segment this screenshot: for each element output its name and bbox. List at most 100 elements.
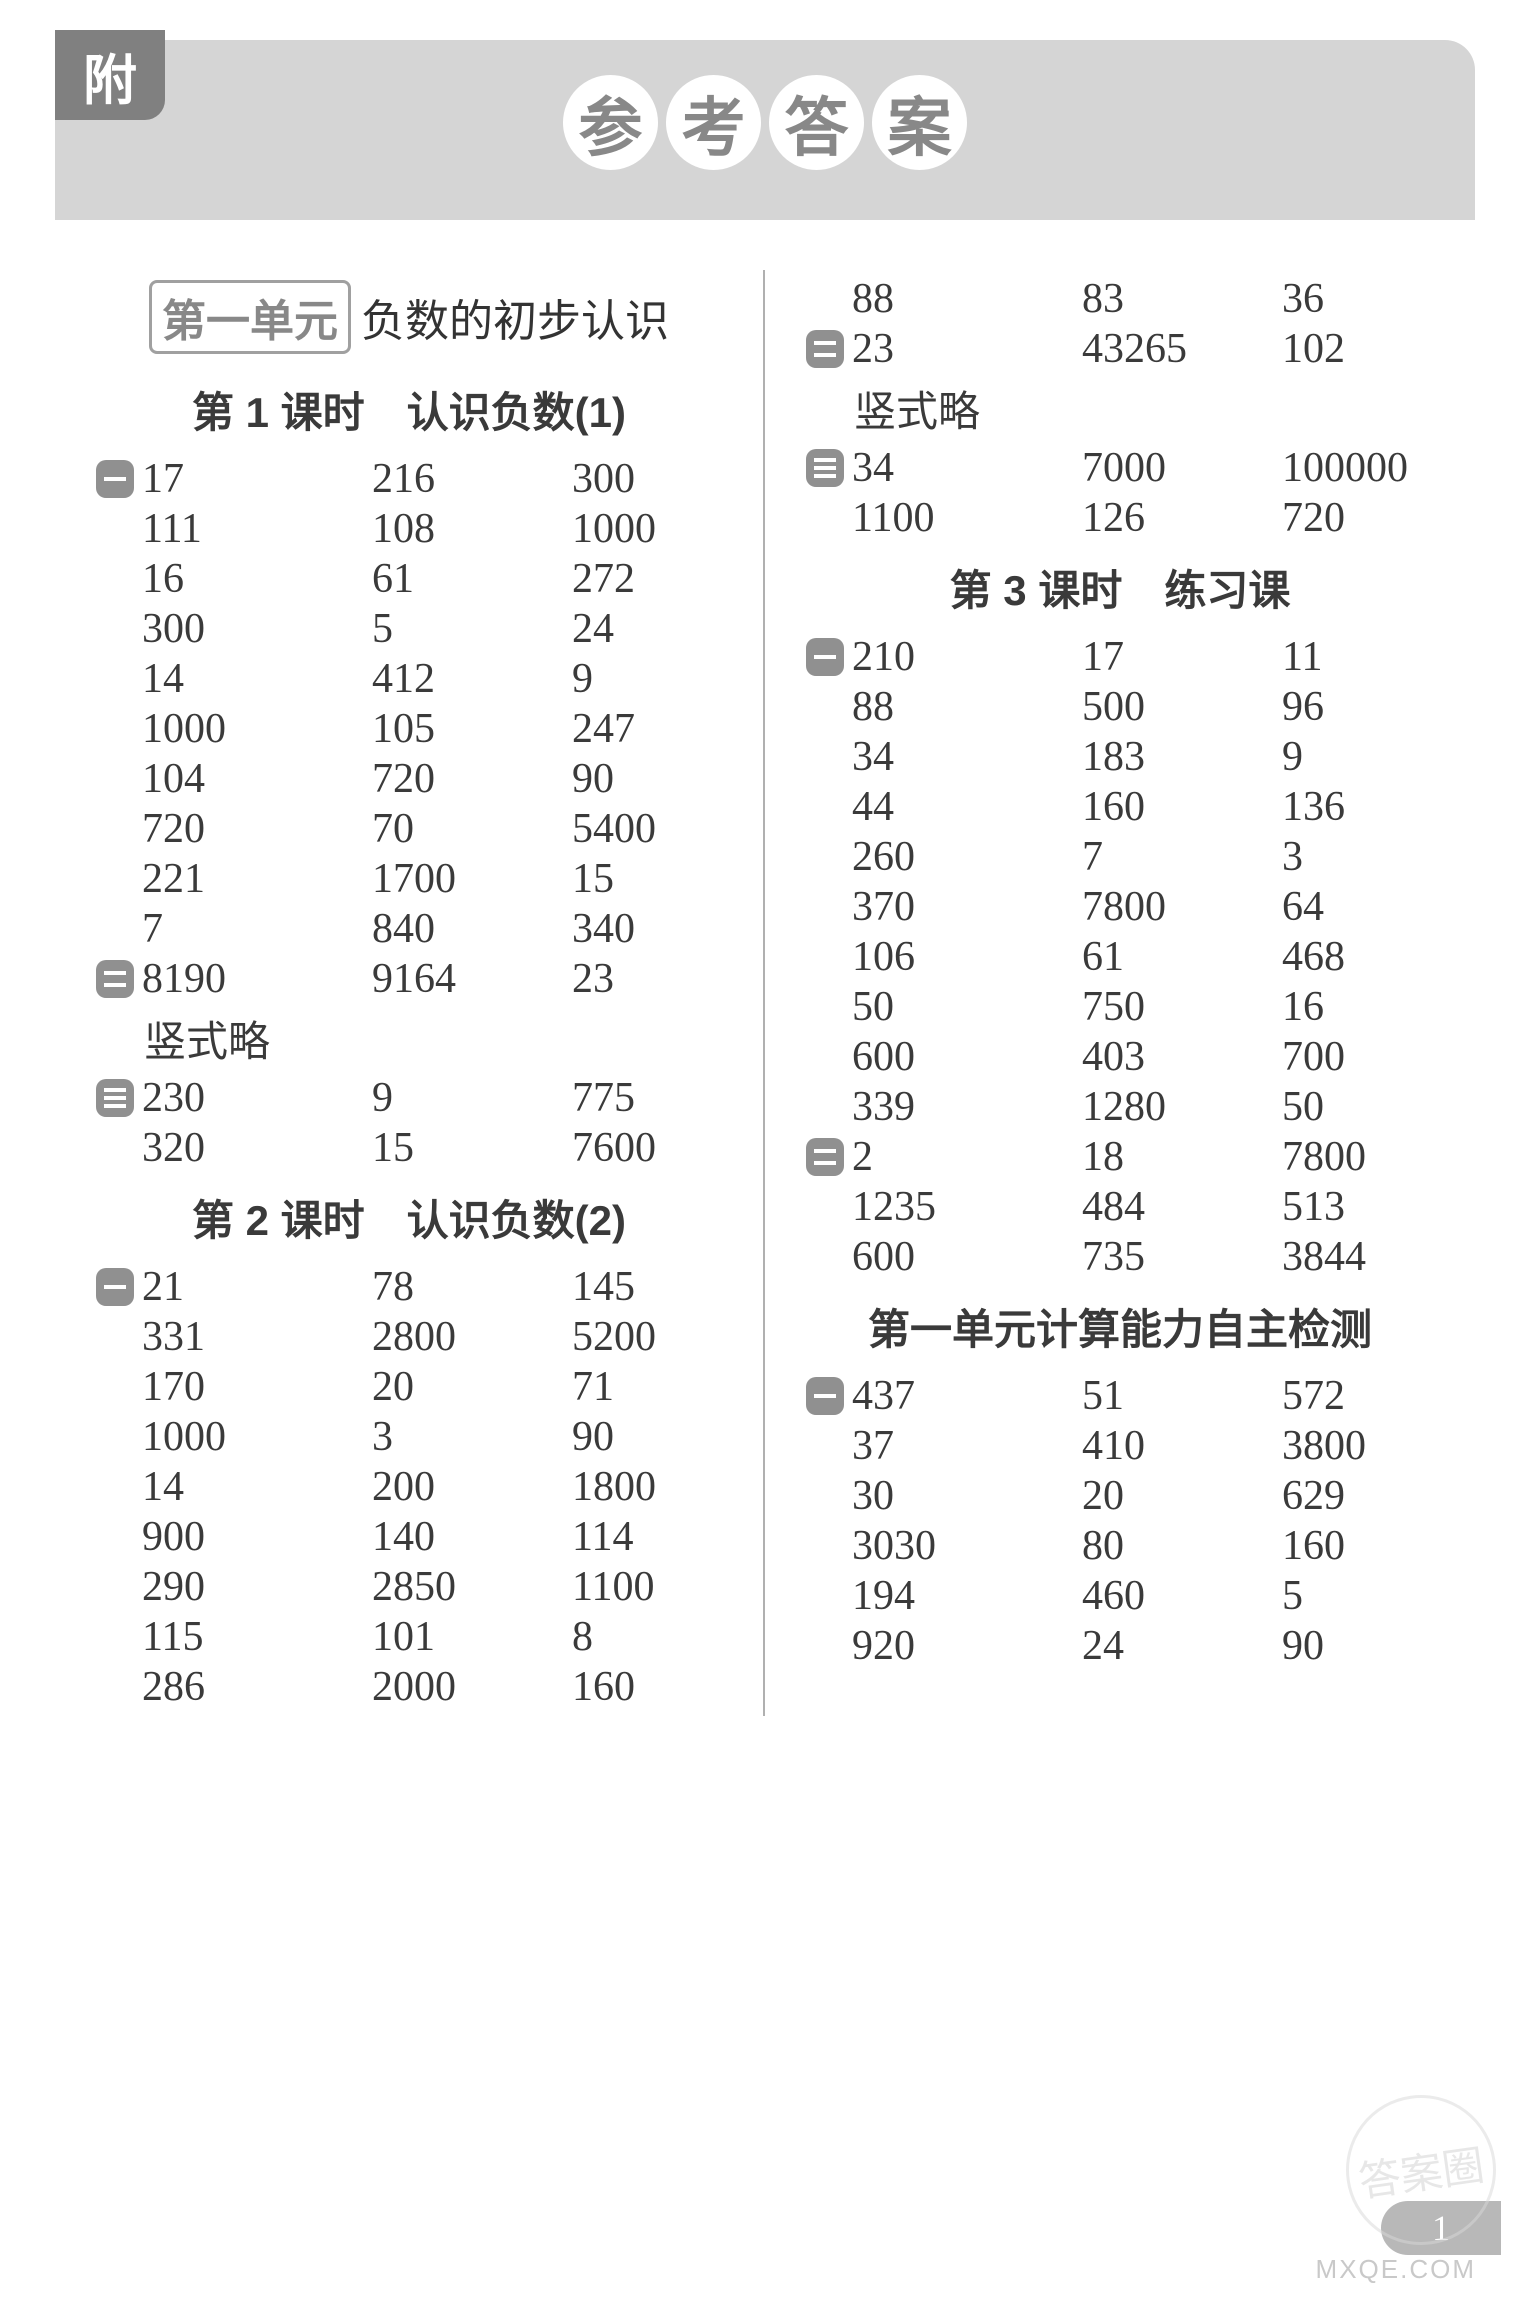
value-cell: 14 <box>142 658 372 700</box>
value-cell: 194 <box>852 1575 1082 1617</box>
value-cell: 101 <box>372 1616 572 1658</box>
content-area: 第一单元负数的初步认识第 1 课时 认识负数(1)172163001111081… <box>55 270 1475 1716</box>
value-cell: 9 <box>372 1077 572 1119</box>
value-cell: 16 <box>1282 986 1482 1028</box>
value-cell: 160 <box>572 1666 772 1708</box>
data-row: 900140114 <box>90 1516 728 1558</box>
value-cell: 437 <box>852 1375 1082 1417</box>
value-cell: 136 <box>1282 786 1482 828</box>
value-cell: 468 <box>1282 936 1482 978</box>
data-row: 33128005200 <box>90 1316 728 1358</box>
value-cell: 1800 <box>572 1466 772 1508</box>
value-cell: 5400 <box>572 808 772 850</box>
value-cell: 5 <box>1282 1575 1482 1617</box>
value-cell: 331 <box>142 1316 372 1358</box>
value-cell: 1280 <box>1082 1086 1282 1128</box>
data-row: 2178145 <box>90 1266 728 1308</box>
value-cell: 5 <box>372 608 572 650</box>
data-row: 44160136 <box>800 786 1440 828</box>
data-row: 10472090 <box>90 758 728 800</box>
data-row: 6007353844 <box>800 1236 1440 1278</box>
data-row: 17216300 <box>90 458 728 500</box>
value-cell: 108 <box>372 508 572 550</box>
value-cell: 100000 <box>1282 447 1482 489</box>
value-cell: 230 <box>142 1077 372 1119</box>
value-cell: 20 <box>372 1366 572 1408</box>
value-cell: 90 <box>572 758 772 800</box>
data-row: 10661468 <box>800 936 1440 978</box>
value-cell: 412 <box>372 658 572 700</box>
value-cell: 3 <box>372 1416 572 1458</box>
value-cell: 7 <box>142 908 372 950</box>
list-marker-icon <box>806 1138 844 1176</box>
value-cell: 720 <box>142 808 372 850</box>
right-column: 8883362343265102竖式略347000100000110012672… <box>765 270 1475 1716</box>
value-cell: 183 <box>1082 736 1282 778</box>
data-row: 2343265102 <box>800 328 1440 370</box>
value-cell: 320 <box>142 1127 372 1169</box>
data-row: 43751572 <box>800 1375 1440 1417</box>
value-cell: 8190 <box>142 958 372 1000</box>
value-cell: 96 <box>1282 686 1482 728</box>
value-cell: 1235 <box>852 1186 1082 1228</box>
data-row: 1000390 <box>90 1416 728 1458</box>
data-row: 600403700 <box>800 1036 1440 1078</box>
data-row: 2187800 <box>800 1136 1440 1178</box>
value-cell: 5200 <box>572 1316 772 1358</box>
data-row: 8850096 <box>800 686 1440 728</box>
value-cell: 88 <box>852 686 1082 728</box>
value-cell: 18 <box>1082 1136 1282 1178</box>
value-cell: 83 <box>1082 278 1282 320</box>
marker-cell <box>806 1138 852 1176</box>
title-char: 参 <box>563 75 658 170</box>
value-cell: 600 <box>852 1036 1082 1078</box>
value-cell: 37 <box>852 1425 1082 1467</box>
data-row: 341839 <box>800 736 1440 778</box>
value-cell: 170 <box>142 1366 372 1408</box>
value-cell: 1100 <box>572 1566 772 1608</box>
value-cell: 102 <box>1282 328 1482 370</box>
data-row: 2101711 <box>800 636 1440 678</box>
value-cell: 700 <box>1282 1036 1482 1078</box>
data-row: 221170015 <box>90 858 728 900</box>
data-row: 7840340 <box>90 908 728 950</box>
title-char: 考 <box>666 75 761 170</box>
data-row: 1100126720 <box>800 497 1440 539</box>
value-cell: 160 <box>1082 786 1282 828</box>
value-cell: 210 <box>852 636 1082 678</box>
value-cell: 50 <box>1282 1086 1482 1128</box>
data-row: 370780064 <box>800 886 1440 928</box>
data-row: 303080160 <box>800 1525 1440 1567</box>
left-column: 第一单元负数的初步认识第 1 课时 认识负数(1)172163001111081… <box>55 270 765 1716</box>
value-cell: 17 <box>142 458 372 500</box>
value-cell: 720 <box>1282 497 1482 539</box>
lesson-title: 第 1 课时 认识负数(1) <box>90 379 728 440</box>
data-row: 1151018 <box>90 1616 728 1658</box>
value-cell: 200 <box>372 1466 572 1508</box>
data-row: 1000105247 <box>90 708 728 750</box>
value-cell: 9 <box>1282 736 1482 778</box>
data-row: 1702071 <box>90 1366 728 1408</box>
value-cell: 720 <box>372 758 572 800</box>
title-char: 答 <box>769 75 864 170</box>
marker-cell <box>96 460 142 498</box>
value-cell: 600 <box>852 1236 1082 1278</box>
value-cell: 572 <box>1282 1375 1482 1417</box>
value-cell: 750 <box>1082 986 1282 1028</box>
value-cell: 114 <box>572 1516 772 1558</box>
marker-cell <box>96 1268 142 1306</box>
value-cell: 3800 <box>1282 1425 1482 1467</box>
value-cell: 2850 <box>372 1566 572 1608</box>
list-marker-icon <box>96 1079 134 1117</box>
unit-title: 第一单元负数的初步认识 <box>90 280 728 354</box>
value-cell: 36 <box>1282 278 1482 320</box>
data-row: 347000100000 <box>800 447 1440 489</box>
value-cell: 145 <box>572 1266 772 1308</box>
value-cell: 290 <box>142 1566 372 1608</box>
value-cell: 14 <box>142 1466 372 1508</box>
value-cell: 286 <box>142 1666 372 1708</box>
value-cell: 3 <box>1282 836 1482 878</box>
value-cell: 9 <box>572 658 772 700</box>
value-cell: 24 <box>1082 1625 1282 1667</box>
data-row: 339128050 <box>800 1086 1440 1128</box>
